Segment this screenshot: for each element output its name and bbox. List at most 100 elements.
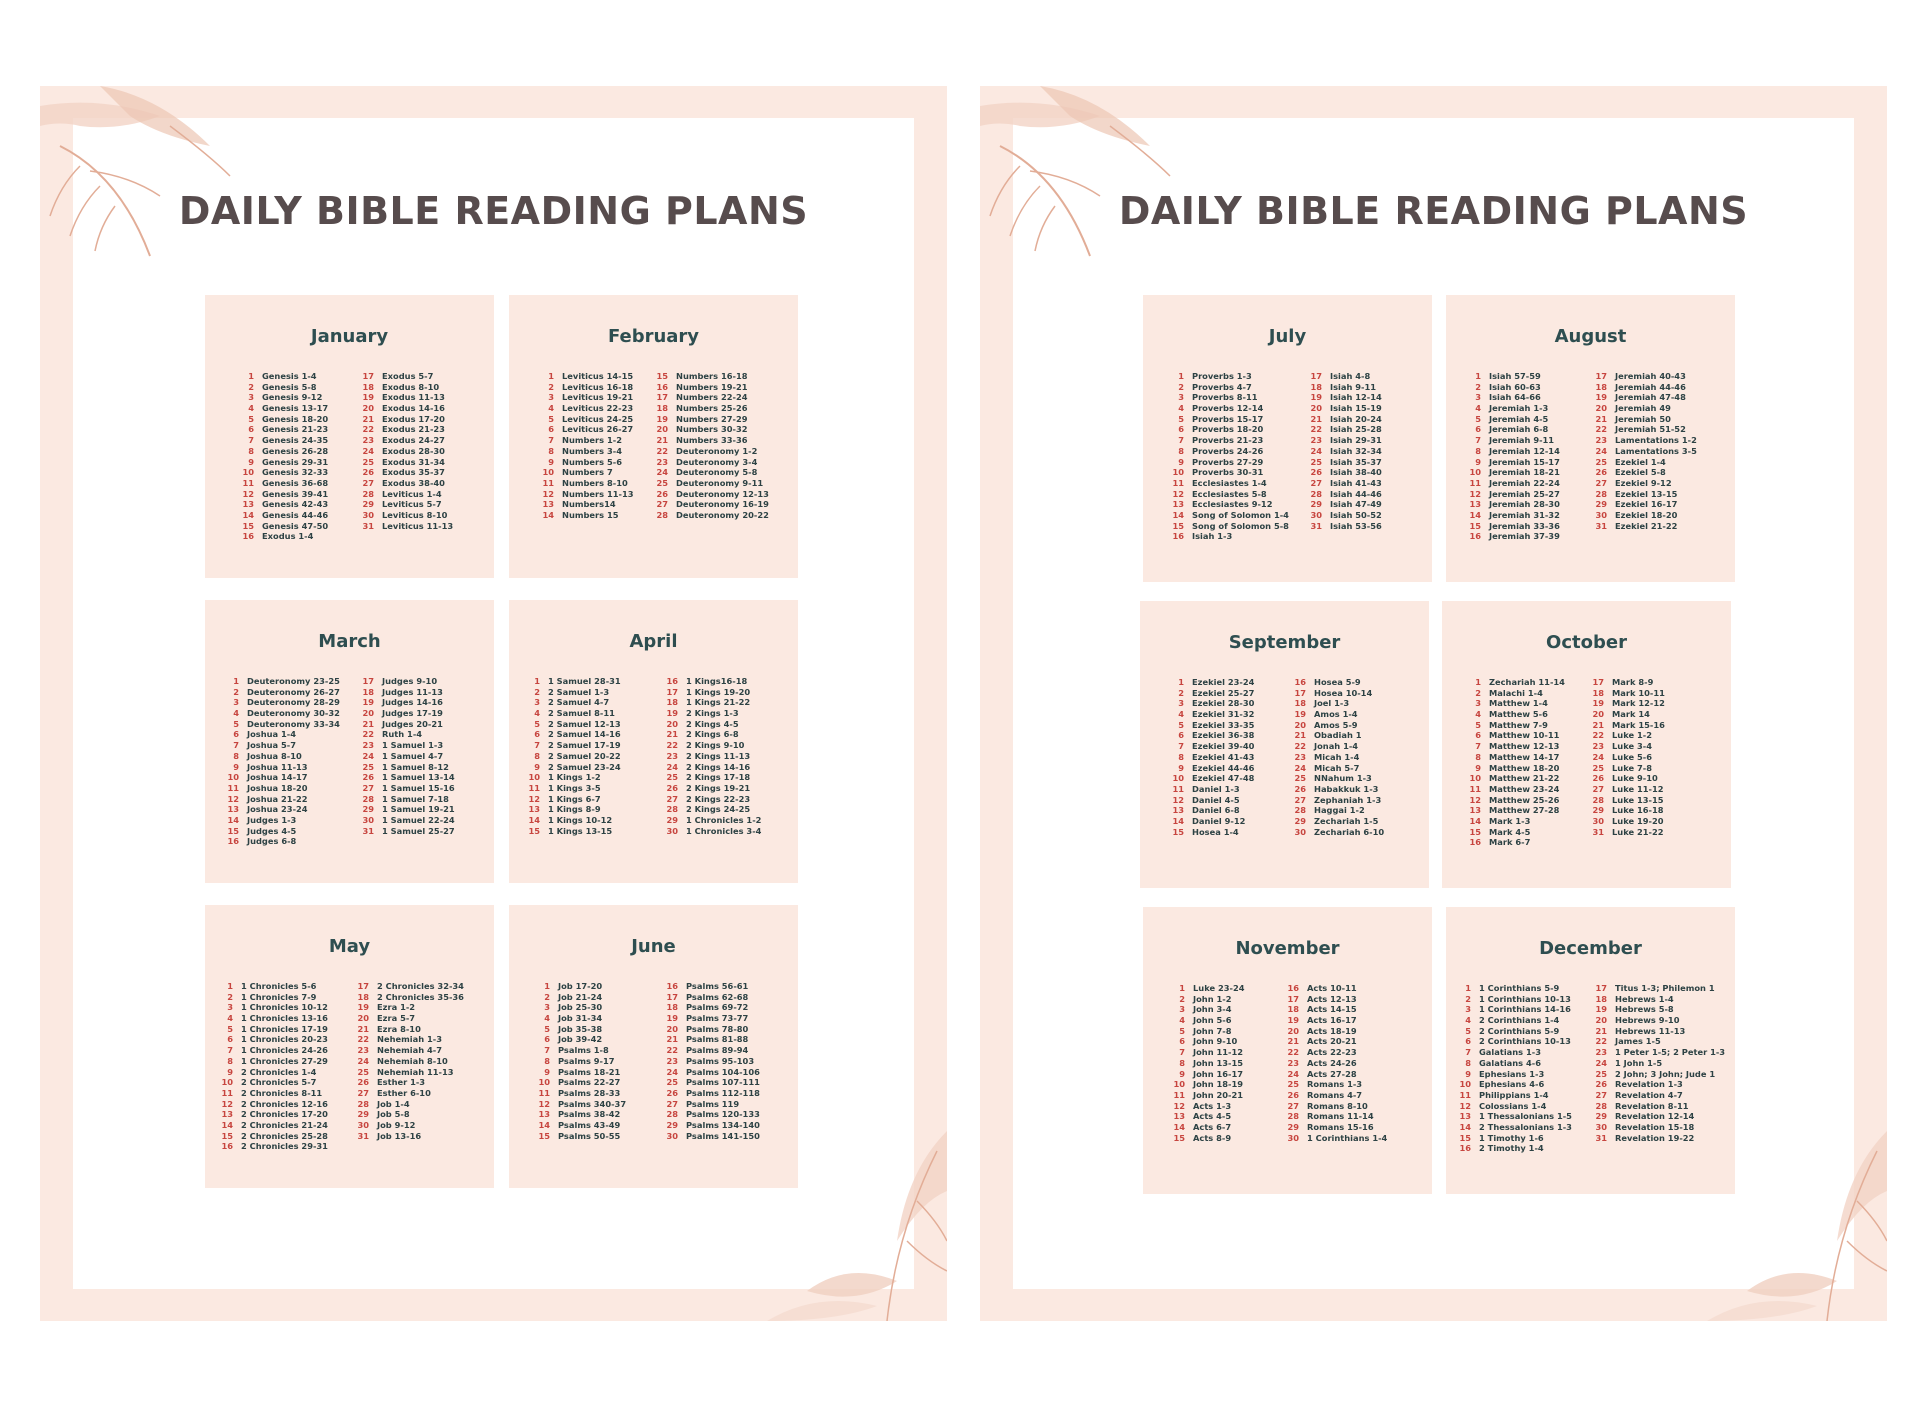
- day-number: 22: [1595, 1036, 1607, 1047]
- scripture-reference: John 20-21: [1193, 1089, 1244, 1100]
- scripture-reference: Ecclesiastes 5-8: [1192, 488, 1267, 499]
- day-number: 6: [548, 424, 554, 435]
- reading-entry: 10 Matthew 21-22: [1462, 773, 1565, 784]
- scripture-reference: Exodus 24-27: [382, 435, 445, 446]
- scripture-reference: Leviticus 16-18: [562, 381, 634, 392]
- day-number: 4: [1465, 1015, 1471, 1026]
- day-number: 1: [544, 981, 550, 991]
- scripture-reference: Song of Solomon 1-4: [1192, 509, 1289, 520]
- reading-entry: 5 Jeremiah 4-5: [1462, 414, 1560, 425]
- reading-entry: 5 1 Chronicles 17-19: [214, 1024, 328, 1035]
- day-number: 26: [1294, 783, 1306, 794]
- scripture-reference: Joshua 5-7: [247, 740, 297, 751]
- reading-entry: 29 Revelation 12-14: [1588, 1111, 1725, 1122]
- scripture-reference: Psalms 22-27: [558, 1077, 621, 1088]
- day-number: 6: [1475, 424, 1481, 435]
- reading-entry: 17 Hosea 10-14: [1287, 688, 1384, 699]
- reading-entry: 25 Isiah 35-37: [1303, 457, 1381, 468]
- day-number: 30: [1595, 1121, 1607, 1132]
- reading-entry: 8 John 13-15: [1166, 1058, 1245, 1069]
- scripture-reference: Psalms 50-55: [558, 1130, 621, 1141]
- reading-entry: 1 1 Samuel 28-31: [521, 676, 620, 687]
- day-number: 29: [1595, 1111, 1607, 1122]
- reading-entry: 10 1 Kings 1-2: [521, 772, 621, 783]
- day-number: 3: [1475, 392, 1481, 403]
- month-card-october: October 1 Zechariah 11-14 2 Malachi 1-4 3 Mat…: [1442, 601, 1731, 888]
- reading-entry: 8 Jeremiah 12-14: [1462, 446, 1560, 457]
- day-number: 2: [534, 686, 540, 697]
- scripture-reference: Hebrews 11-13: [1615, 1025, 1686, 1036]
- reading-entry: 20 Hebrews 9-10: [1588, 1015, 1725, 1026]
- scripture-reference: Job 21-24: [558, 991, 603, 1002]
- reading-entry: 10 Proverbs 30-31: [1165, 467, 1289, 478]
- reading-entry: 24 Exodus 28-30: [355, 446, 453, 457]
- day-number: 24: [1595, 445, 1607, 456]
- reading-entry: 9 John 16-17: [1166, 1069, 1245, 1080]
- reading-column: 1 Genesis 1-4 2 Genesis 5-8 3 Genesis 9-12 4 Ge…: [235, 371, 328, 542]
- reading-entry: 7 Joshua 5-7: [220, 740, 340, 751]
- day-number: 10: [1173, 1079, 1185, 1090]
- scripture-reference: Micah 5-7: [1314, 762, 1360, 773]
- reading-entry: 13 1 Thessalonians 1-5: [1452, 1111, 1572, 1122]
- reading-entry: 15 Hosea 1-4: [1165, 827, 1254, 838]
- reading-entry: 2 2 Samuel 1-3: [521, 687, 621, 698]
- day-number: 17: [1595, 371, 1607, 381]
- reading-entry: 23 1 Peter 1-5; 2 Peter 1-3: [1588, 1047, 1725, 1058]
- reading-entry: 28 Luke 13-15: [1585, 795, 1665, 806]
- scripture-reference: Habakkuk 1-3: [1314, 783, 1379, 794]
- reading-entry: 18 Numbers 25-26: [649, 403, 769, 414]
- day-number: 17: [1287, 993, 1299, 1004]
- reading-entry: 13 Jeremiah 28-30: [1462, 499, 1559, 510]
- scripture-reference: Jeremiah 44-46: [1615, 381, 1686, 392]
- scripture-reference: 1 Samuel 1-3: [382, 740, 444, 751]
- reading-entry: 8 Psalms 9-17: [531, 1056, 626, 1067]
- day-number: 11: [1173, 1089, 1185, 1100]
- scripture-reference: Nehemiah 8-10: [377, 1055, 448, 1066]
- scripture-reference: NNahum 1-3: [1314, 773, 1372, 784]
- day-number: 7: [1178, 741, 1184, 752]
- reading-entry: 16 2 Chronicles 29-31: [214, 1141, 328, 1152]
- reading-entry: 11 Psalms 28-33: [531, 1088, 626, 1099]
- reading-entry: 9 Proverbs 27-29: [1165, 457, 1289, 468]
- month-name: March: [318, 631, 381, 652]
- reading-column: 1 Ezekiel 23-24 2 Ezekiel 25-27 3 Ezekiel 28-…: [1165, 677, 1254, 837]
- reading-entry: 5 Job 35-38: [531, 1024, 626, 1035]
- reading-entry: 1 Proverbs 1-3: [1165, 371, 1289, 382]
- scripture-reference: Numbers 33-36: [676, 435, 748, 446]
- reading-entry: 24 Psalms 104-106: [659, 1066, 759, 1078]
- reading-entry: 4 2 Samuel 8-11: [521, 708, 621, 719]
- reading-entry: 24 2 Kings 14-16: [659, 762, 761, 773]
- reading-entry: 22 Exodus 21-23: [355, 424, 453, 435]
- month-name: August: [1554, 326, 1627, 347]
- scripture-reference: 2 Samuel 20-22: [548, 750, 621, 761]
- reading-entry: 29 Job 5-8: [350, 1109, 464, 1120]
- reading-entry: 4 Genesis 13-17: [235, 403, 328, 414]
- reading-entry: 24 Isiah 32-34: [1303, 446, 1381, 457]
- reading-entry: 4 John 5-6: [1166, 1015, 1245, 1026]
- day-number: 27: [1287, 1100, 1299, 1111]
- reading-entry: 8 Ezekiel 41-43: [1165, 752, 1254, 763]
- scripture-reference: Song of Solomon 5-8: [1192, 520, 1289, 531]
- day-number: 28: [1310, 488, 1322, 499]
- scripture-reference: Ezekiel 18-20: [1615, 509, 1678, 520]
- reading-entry: 3 Leviticus 19-21: [535, 392, 634, 403]
- scripture-reference: Isiah 47-49: [1330, 499, 1382, 510]
- day-number: 26: [1310, 467, 1322, 478]
- scripture-reference: Romans 4-7: [1307, 1089, 1363, 1100]
- reading-column: 1 1 Chronicles 5-6 2 1 Chronicles 7-9 3 1 Chr…: [214, 981, 328, 1152]
- scripture-reference: Matthew 5-6: [1489, 709, 1548, 720]
- reading-entry: 30 Luke 19-20: [1585, 816, 1665, 827]
- day-number: 27: [1595, 1089, 1607, 1100]
- day-number: 9: [1465, 1068, 1471, 1079]
- day-number: 24: [666, 1066, 678, 1077]
- day-number: 5: [227, 1023, 233, 1034]
- reading-entry: 19 Psalms 73-77: [659, 1013, 760, 1024]
- day-number: 15: [1172, 520, 1184, 531]
- reading-entry: 30 1 Samuel 22-24: [355, 815, 454, 826]
- reading-entry: 19 Mark 12-12: [1585, 698, 1664, 709]
- scripture-reference: Numbers 1-2: [562, 435, 622, 446]
- reading-entry: 26 Habakkuk 1-3: [1287, 784, 1384, 795]
- reading-entry: 26 Exodus 35-37: [355, 467, 453, 478]
- day-number: 3: [233, 697, 239, 708]
- reading-entry: 29 1 Samuel 19-21: [355, 804, 454, 815]
